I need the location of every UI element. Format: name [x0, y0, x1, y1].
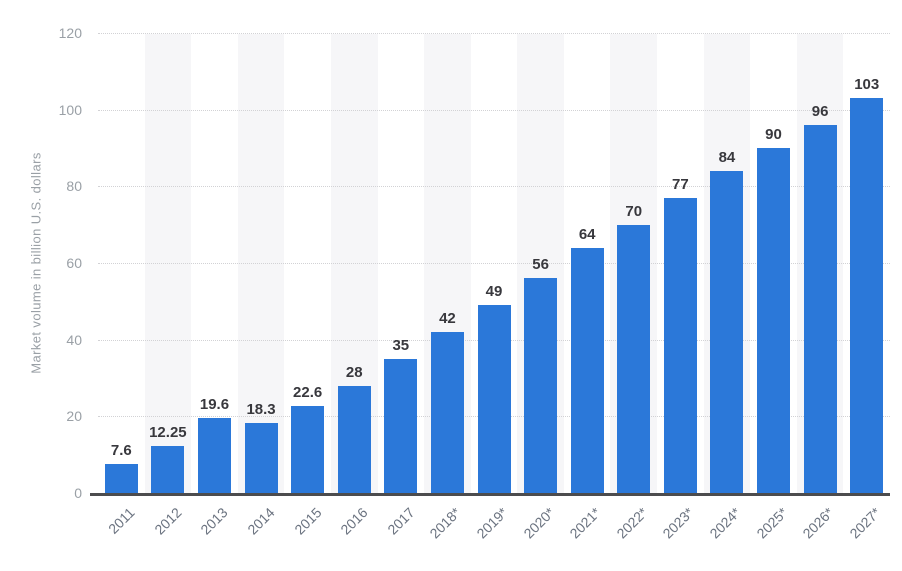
bar-2018*[interactable] — [430, 332, 464, 493]
bar-2020*[interactable] — [524, 278, 558, 493]
gridline — [98, 33, 890, 34]
bar-value-label: 35 — [392, 336, 410, 354]
gridline — [98, 109, 890, 111]
bar-2025*[interactable] — [757, 148, 791, 493]
bar-value-label: 96 — [811, 103, 829, 120]
y-tick-label: 80 — [66, 178, 82, 195]
bar-2011[interactable] — [104, 463, 138, 493]
bar-2013[interactable] — [197, 417, 231, 493]
y-tick-label: 60 — [66, 255, 82, 271]
x-axis-baseline — [90, 493, 890, 496]
bar-2019*[interactable] — [477, 305, 511, 493]
bar-value-label: 12.25 — [149, 424, 187, 442]
bar-value-label: 103 — [854, 76, 880, 94]
bar-2021*[interactable] — [570, 247, 604, 493]
bar-2016[interactable] — [337, 385, 371, 493]
bar-value-label: 84 — [718, 149, 736, 166]
y-tick-label: 120 — [58, 25, 82, 41]
bar-value-label: 18.3 — [246, 400, 276, 418]
bar-2022*[interactable] — [617, 224, 651, 493]
plot-area: 7.6 12.25 19.6 18.3 22.6 28 35 42 49 56 64 70 77 84 90… — [90, 33, 890, 496]
bar-value-label: 56 — [532, 256, 549, 274]
bar-2023*[interactable] — [663, 197, 697, 493]
bar-2026*[interactable] — [803, 125, 837, 493]
bar-value-label: 22.6 — [293, 384, 323, 402]
bar-value-label: 64 — [578, 225, 596, 243]
bar-2027*[interactable] — [850, 98, 884, 493]
y-tick-label: 100 — [58, 101, 82, 118]
bar-value-label: 7.6 — [110, 441, 132, 459]
gridline — [98, 263, 890, 264]
y-tick-label: 0 — [74, 485, 82, 501]
bar-2024*[interactable] — [710, 171, 744, 493]
bar-value-label: 49 — [485, 283, 503, 301]
bar-value-label: 70 — [625, 202, 643, 220]
bar-2017[interactable] — [384, 358, 418, 493]
y-tick-label: 40 — [66, 331, 82, 348]
bar-2015[interactable] — [291, 406, 325, 493]
bar-value-label: 77 — [672, 175, 689, 193]
bar-2014[interactable] — [244, 422, 278, 493]
bar-value-label: 42 — [439, 310, 456, 327]
bar-value-label: 19.6 — [199, 395, 230, 413]
bar-value-label: 90 — [765, 126, 782, 143]
y-tick-label: 20 — [66, 408, 82, 425]
gridline — [98, 186, 890, 188]
bar-value-label: 28 — [345, 363, 363, 381]
bar-2012[interactable] — [151, 446, 185, 493]
